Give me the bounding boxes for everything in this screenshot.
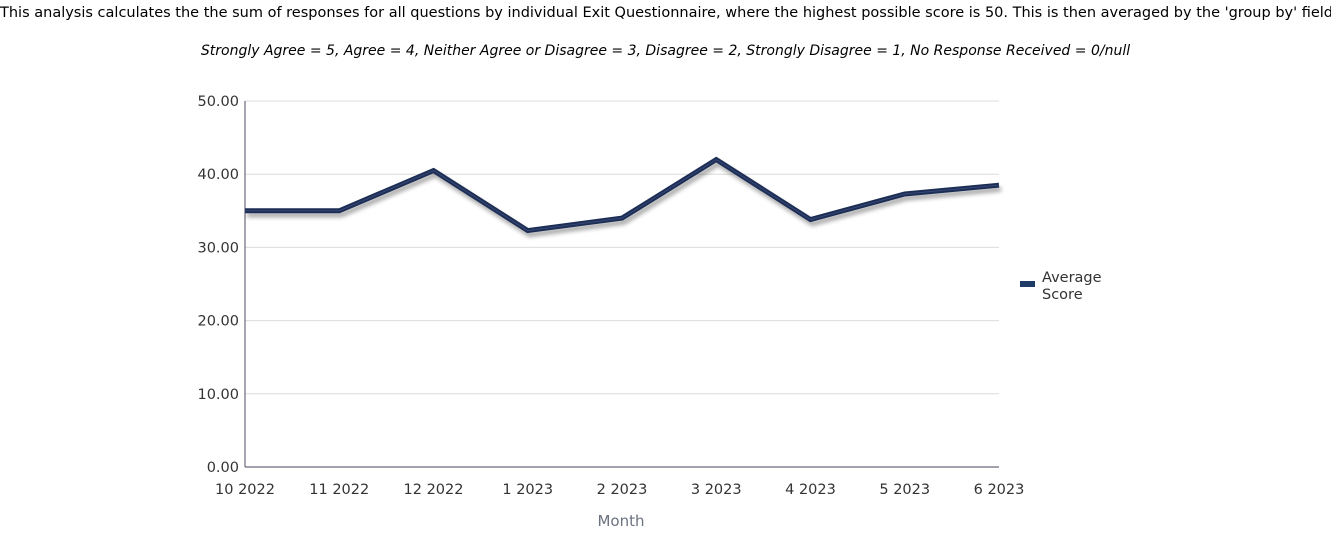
scale-note: Strongly Agree = 5, Agree = 4, Neither A… (200, 43, 1131, 59)
x-tick-label: 1 2023 (502, 482, 553, 498)
gridlines (245, 100, 999, 395)
x-tick-label: 6 2023 (974, 482, 1025, 498)
y-tick-label: 0.00 (207, 460, 239, 476)
x-tick-label: 10 2022 (215, 482, 275, 498)
y-tick-label: 20.00 (197, 314, 239, 330)
series-line (245, 156, 1000, 234)
x-tick-label: 11 2022 (309, 482, 369, 498)
x-tick-labels: 10 2022 11 2022 12 2022 1 2023 2 2023 3 2023 4… (215, 482, 1024, 498)
legend-label: Average (1042, 270, 1102, 286)
x-tick-label: 4 2023 (785, 482, 836, 498)
y-tick-label: 30.00 (197, 240, 239, 256)
x-tick-label: 5 2023 (879, 482, 930, 498)
axes (244, 101, 999, 468)
legend-label: Score (1042, 287, 1083, 303)
legend-swatch (1020, 281, 1035, 287)
series-lines (244, 156, 1000, 234)
description-text: This analysis calculates the the sum of … (0, 5, 1331, 21)
y-tick-label: 40.00 (197, 167, 239, 183)
x-tick-label: 3 2023 (691, 482, 742, 498)
y-tick-label: 10.00 (197, 387, 239, 403)
y-tick-labels: 0.00 10.00 20.00 30.00 40.00 50.00 (197, 94, 239, 476)
x-tick-label: 2 2023 (597, 482, 648, 498)
x-tick-label: 12 2022 (404, 482, 464, 498)
x-axis-title: Month (597, 512, 644, 530)
y-tick-label: 50.00 (197, 94, 239, 110)
